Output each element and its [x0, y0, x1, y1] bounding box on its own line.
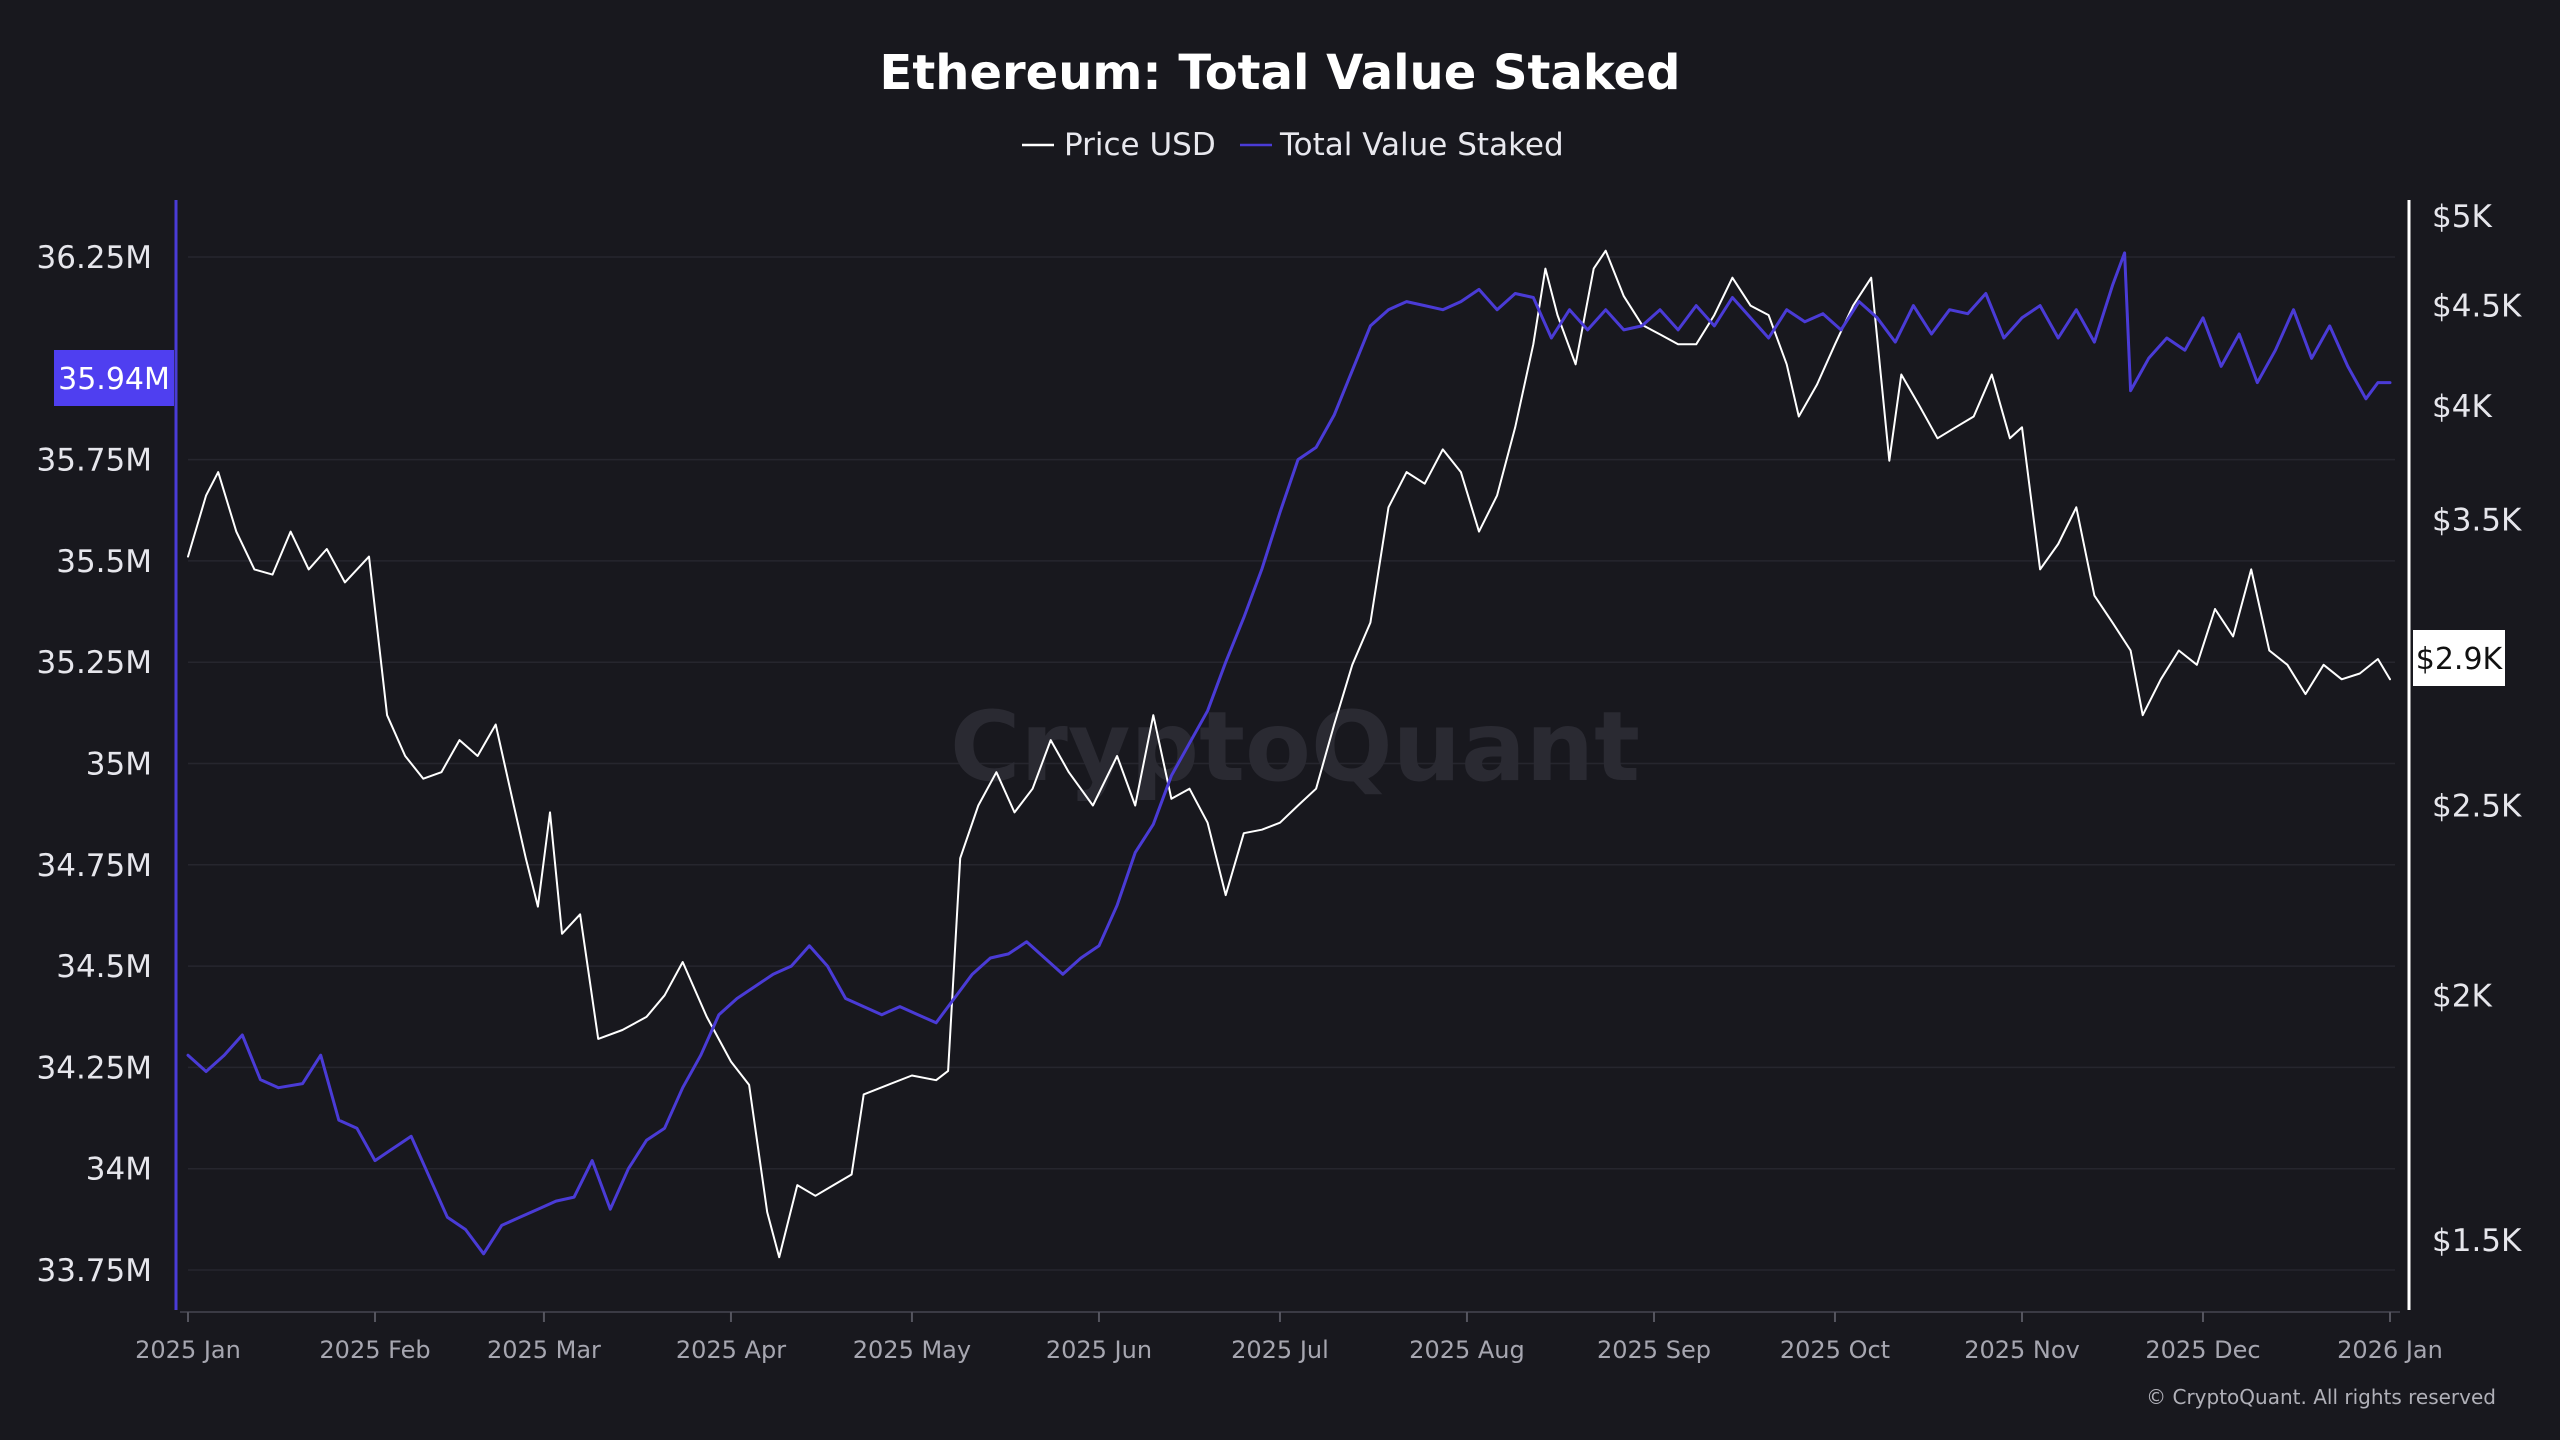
grid-layer — [188, 256, 2395, 1271]
x-tick-label: 2025 May — [853, 1336, 971, 1364]
y-right-tick-label: $2.5K — [2432, 789, 2522, 825]
y-left-tick-label: 34.25M — [37, 1050, 153, 1086]
watermark: CryptoQuant — [950, 691, 1640, 803]
chart-title: Ethereum: Total Value Staked — [880, 45, 1681, 101]
x-tick-label: 2025 Mar — [487, 1336, 601, 1364]
x-tick-label: 2025 Jan — [135, 1336, 241, 1364]
legend-label-price: Price USD — [1064, 127, 1216, 163]
legend-label-staked: Total Value Staked — [1279, 127, 1564, 163]
y-right-tick-label: $1.5K — [2432, 1223, 2522, 1259]
x-tick-label: 2025 Jul — [1231, 1336, 1329, 1364]
x-tick-label: 2026 Jan — [2337, 1336, 2443, 1364]
legend-item-price[interactable]: Price USD — [1022, 127, 1216, 163]
y-left-tick-label: 35.25M — [37, 645, 153, 681]
x-tick-label: 2025 Nov — [1964, 1336, 2080, 1364]
x-tick-label: 2025 Sep — [1597, 1336, 1711, 1364]
x-tick-label: 2025 Oct — [1780, 1336, 1890, 1364]
y-left-tick-label: 33.75M — [37, 1253, 153, 1289]
series-layer — [186, 249, 2392, 1259]
y-right-tick-label: $4K — [2432, 389, 2492, 425]
axes-layer: 33.75M 34M 34.25M 34.5M 34.75M 35M 35.25M 35.5M… — [37, 199, 2523, 1364]
y-left-tick-label: 35.75M — [37, 443, 153, 479]
current-value-badge-right: $2.9K — [2413, 630, 2505, 686]
x-tick-label: 2025 Jun — [1046, 1336, 1152, 1364]
copyright-text: © CryptoQuant. All rights reserved — [2146, 1385, 2496, 1409]
x-tick-label: 2025 Aug — [1409, 1336, 1525, 1364]
series-line-price-usd — [187, 249, 2391, 1259]
y-right-tick-label: $5K — [2432, 199, 2492, 235]
legend: Price USD Total Value Staked — [1022, 127, 1564, 163]
y-left-tick-label: 34.75M — [37, 848, 153, 884]
y-left-tick-label: 35.5M — [56, 544, 152, 580]
badge-left-bg — [54, 350, 174, 406]
badge-right-text: $2.9K — [2416, 642, 2504, 677]
y-right-tick-label: $2K — [2432, 978, 2492, 1014]
y-left-tick-label: 34M — [86, 1152, 152, 1188]
x-tick-label: 2025 Apr — [676, 1336, 786, 1364]
series-line-total-value-staked — [186, 251, 2392, 1256]
badge-right-bg — [2413, 630, 2505, 686]
y-left-tick-label: 35M — [86, 747, 152, 783]
y-right-tick-label: $4.5K — [2432, 289, 2522, 325]
legend-item-staked[interactable]: Total Value Staked — [1240, 127, 1564, 163]
x-tick-label: 2025 Feb — [319, 1336, 430, 1364]
y-right-tick-label: $3.5K — [2432, 502, 2522, 538]
y-left-tick-label: 36.25M — [37, 240, 153, 276]
badge-left-text: 35.94M — [58, 362, 170, 397]
y-left-tick-label: 34.5M — [56, 949, 152, 985]
x-tick-label: 2025 Dec — [2145, 1336, 2260, 1364]
current-value-badge-left: 35.94M — [54, 350, 174, 406]
